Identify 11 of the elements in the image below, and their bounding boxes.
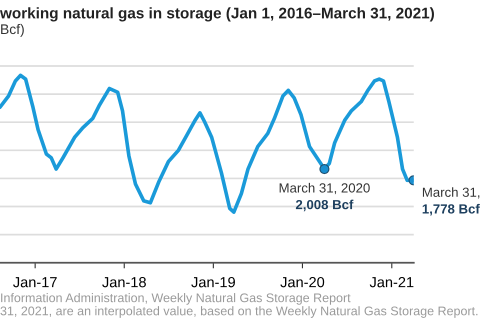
x-tick-label: Jan-21 [370,276,414,288]
annotation: March 31, 1,778 Bcf [422,187,480,216]
x-tick-label: Jan-20 [280,276,324,288]
text: 31, 2021, are an interpolated value, based on the Weekly Natural Gas Storage Report. [0,306,478,318]
x-tick-label: Jan-19 [191,276,235,288]
x-tick-label: Jan-18 [102,276,146,288]
annotation: March 31, 2020 2,008 Bcf [280,182,370,212]
chart-title: working natural gas in storage (Jan 1, 2016–March 31, 2021) [0,7,434,22]
x-tick-label: Jan-17 [13,277,57,288]
text: Information Administration, Weekly Natural Gas Storage Report [1,293,351,305]
chart-subtitle: Bcf) [1,24,24,37]
